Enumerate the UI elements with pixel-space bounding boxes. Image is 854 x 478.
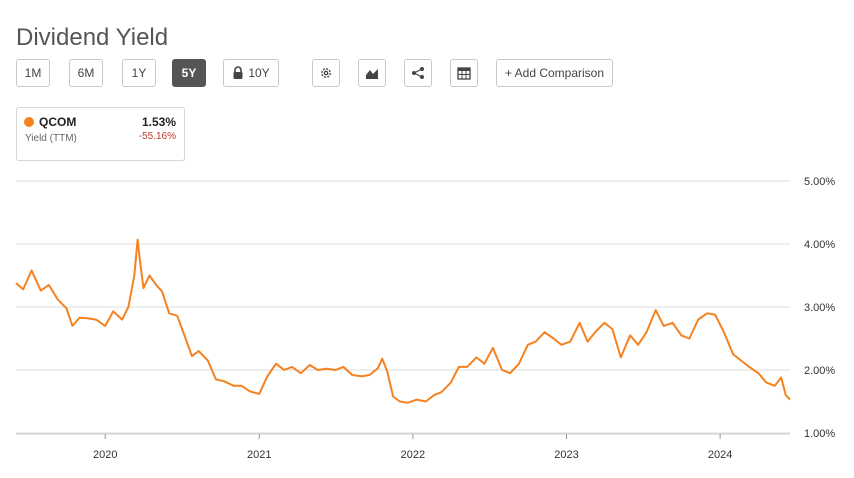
y-tick-label: 4.00%	[804, 239, 835, 251]
settings-button[interactable]	[312, 59, 340, 87]
y-tick-label: 2.00%	[804, 365, 835, 377]
range-5y-button[interactable]: 5Y	[172, 59, 206, 87]
legend-metric: Yield (TTM)	[25, 133, 77, 144]
table-view-button[interactable]	[450, 59, 478, 87]
legend-value: 1.53%	[141, 115, 176, 129]
x-tick-label: 2023	[554, 449, 578, 461]
series-line-qcom	[15, 238, 791, 404]
series-legend: QCOM Yield (TTM) 1.53% -55.16%	[16, 107, 185, 161]
y-tick-label: 3.00%	[804, 302, 835, 314]
y-tick-label: 1.00%	[804, 428, 835, 440]
x-tick-label: 2022	[401, 449, 425, 461]
range-10y-label: 10Y	[248, 66, 270, 80]
x-tick-label: 2020	[93, 449, 117, 461]
legend-change: -55.16%	[138, 131, 176, 142]
table-icon	[457, 66, 471, 80]
page-title: Dividend Yield	[16, 24, 169, 52]
share-icon	[412, 67, 424, 79]
range-1y-button[interactable]: 1Y	[122, 59, 156, 87]
legend-ticker: QCOM	[39, 115, 77, 129]
y-tick-label: 5.00%	[804, 176, 835, 188]
share-button[interactable]	[404, 59, 432, 87]
series-color-dot	[24, 117, 34, 127]
dividend-yield-chart[interactable]: 1.00% 2.00% 3.00% 4.00% 5.00% 2020 2021 2022 20…	[0, 168, 854, 468]
range-6m-button[interactable]: 6M	[69, 59, 103, 87]
range-10y-button[interactable]: 10Y	[223, 59, 279, 87]
x-tick-label: 2024	[708, 449, 732, 461]
lock-icon	[233, 66, 243, 79]
gear-icon	[321, 68, 331, 78]
chart-type-icon	[366, 69, 378, 79]
x-tick-label: 2021	[247, 449, 271, 461]
chart-type-button[interactable]	[358, 59, 386, 87]
range-1m-button[interactable]: 1M	[16, 59, 50, 87]
add-comparison-button[interactable]: + Add Comparison	[496, 59, 613, 87]
